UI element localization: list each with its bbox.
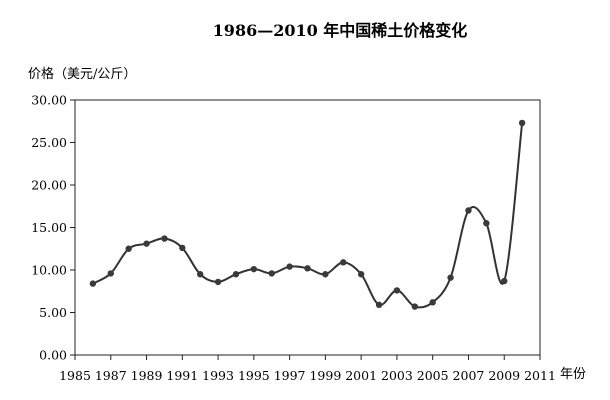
data-point xyxy=(465,207,472,214)
data-point xyxy=(357,271,365,278)
x-tick-label: 1993 xyxy=(202,368,234,383)
x-tick-label: 2005 xyxy=(417,368,449,383)
series-line xyxy=(92,122,524,309)
x-axis-label: 年份 xyxy=(560,367,586,382)
x-tick-label: 1989 xyxy=(131,368,163,383)
data-point xyxy=(518,119,526,127)
y-tick-label: 20.00 xyxy=(31,178,67,193)
y-axis-ticks: 0.00 5.00 10.00 15.00 20.00 25.00 30.00 xyxy=(31,93,75,363)
y-tick-label: 5.00 xyxy=(39,305,67,320)
y-tick-label: 15.00 xyxy=(31,220,67,235)
x-tick-label: 2007 xyxy=(453,368,485,383)
data-point xyxy=(286,263,293,270)
x-tick-label: 2011 xyxy=(524,368,556,383)
data-point xyxy=(107,270,114,277)
data-point xyxy=(143,240,150,247)
data-point xyxy=(250,265,258,273)
data-point xyxy=(214,278,222,286)
x-tick-label: 1987 xyxy=(95,368,127,383)
data-point xyxy=(304,265,311,272)
data-point xyxy=(268,270,275,277)
data-point xyxy=(125,245,132,252)
x-tick-label: 2001 xyxy=(345,368,377,383)
chart-title: 1986—2010 年中国稀土价格变化 xyxy=(213,21,468,40)
x-tick-label: 1999 xyxy=(309,368,341,383)
x-tick-label: 1995 xyxy=(238,368,270,383)
x-tick-label: 1991 xyxy=(166,368,198,383)
series-markers xyxy=(89,119,526,310)
data-point xyxy=(179,244,186,252)
x-axis-ticks: 1985 1987 1989 1991 1993 1995 1997 1999 2001 2003… xyxy=(59,355,556,383)
data-point xyxy=(429,299,436,306)
data-point xyxy=(232,271,240,278)
y-axis-label: 价格（美元/公斤） xyxy=(28,66,136,82)
x-tick-label: 1985 xyxy=(59,368,91,383)
data-point xyxy=(196,271,204,278)
y-tick-label: 30.00 xyxy=(31,93,67,108)
y-tick-label: 10.00 xyxy=(31,263,67,278)
data-point xyxy=(375,301,383,309)
x-tick-label: 2003 xyxy=(381,368,413,383)
y-tick-label: 0.00 xyxy=(39,348,67,363)
data-point xyxy=(322,271,329,278)
data-point xyxy=(340,259,347,266)
y-tick-label: 25.00 xyxy=(31,135,67,150)
data-point xyxy=(89,280,97,287)
x-tick-label: 1997 xyxy=(274,368,306,383)
data-point xyxy=(501,277,508,285)
data-point xyxy=(393,287,401,294)
data-point xyxy=(161,235,168,242)
data-point xyxy=(447,274,454,281)
plot-area-frame xyxy=(74,99,541,356)
data-point xyxy=(483,220,490,227)
x-tick-label: 2009 xyxy=(488,368,520,383)
data-point xyxy=(411,303,419,310)
